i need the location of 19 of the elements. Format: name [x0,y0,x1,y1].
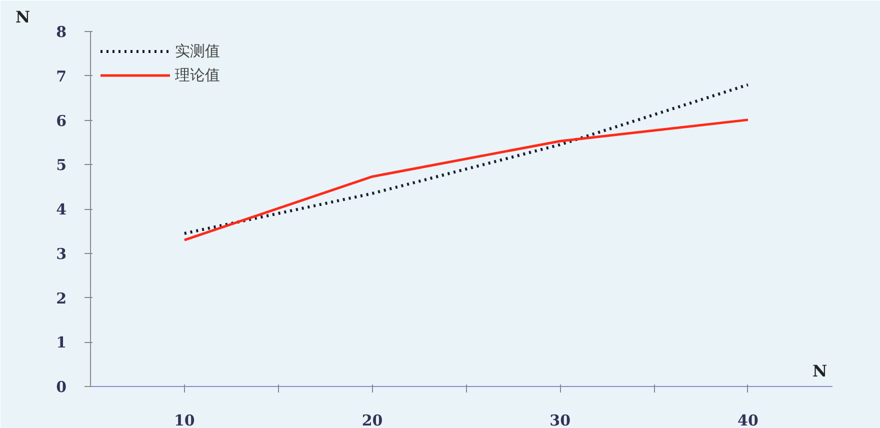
x-tick-label: 10 [174,412,195,428]
y-tick-label: 3 [56,244,66,263]
line-series [183,118,750,242]
y-tick-label: 7 [56,67,66,86]
y-tick-label: 4 [56,200,66,218]
legend-label: 实测值 [175,42,220,60]
y-tick-label: 5 [56,156,66,174]
y-tick-label: 8 [56,23,66,41]
x-tick-label: 40 [738,412,758,428]
x-tick-label: 20 [362,412,383,428]
legend-label: 理论值 [175,66,220,84]
y-tick-label: 1 [56,334,66,352]
y-tick-label: 2 [56,289,66,308]
x-tick-label: 30 [550,412,571,428]
y-tick-label: 0 [56,378,66,396]
line-series [182,83,750,235]
y-tick-label: 6 [56,112,66,130]
x-axis-title: N [812,362,828,380]
y-axis-title: N [16,8,30,26]
